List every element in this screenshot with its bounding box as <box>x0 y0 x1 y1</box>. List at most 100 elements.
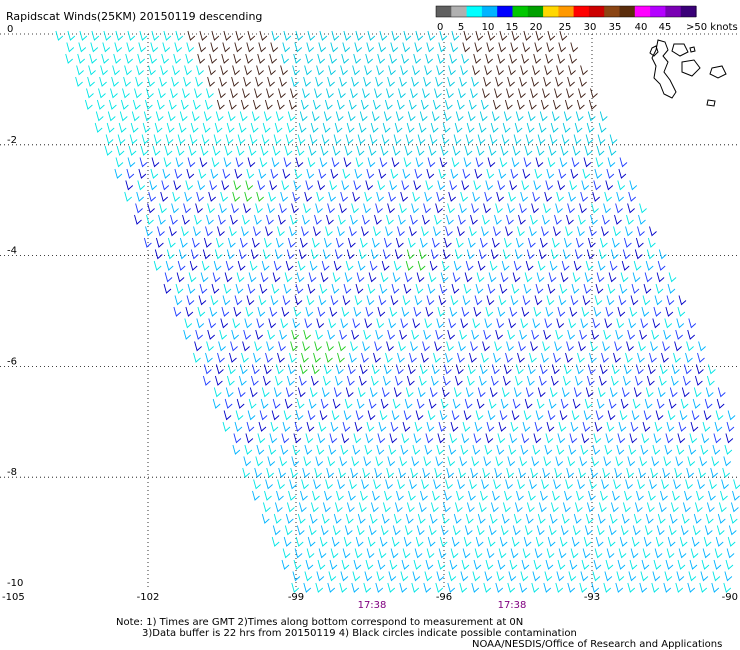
wind-barb <box>690 421 699 432</box>
wind-barb <box>268 318 277 329</box>
wind-barb <box>532 191 540 202</box>
wind-barb <box>277 479 285 490</box>
wind-barb <box>450 168 459 179</box>
wind-barb <box>535 410 544 421</box>
wind-barb <box>449 433 458 444</box>
wind-barb <box>373 479 381 490</box>
wind-barb <box>152 145 161 156</box>
wind-barb <box>402 168 411 179</box>
x-axis-ticks: -105 -102 -99 -96 -93 -90 <box>2 592 738 603</box>
wind-barb <box>557 53 565 64</box>
wind-barb <box>583 536 592 547</box>
wind-barb <box>471 203 479 214</box>
wind-barb <box>532 318 541 329</box>
wind-barb <box>259 157 268 168</box>
wind-barb <box>147 76 155 87</box>
legend-swatch <box>588 6 605 17</box>
wind-barb <box>278 88 286 99</box>
wind-barb <box>516 490 524 501</box>
wind-barb <box>277 352 285 363</box>
wind-barb <box>655 410 664 421</box>
wind-barb <box>141 134 150 145</box>
wind-barb <box>387 582 396 593</box>
wind-barb <box>256 65 264 76</box>
wind-barb <box>652 444 661 455</box>
wind-barb <box>724 444 733 455</box>
wind-barb <box>727 410 736 421</box>
wind-barb <box>317 53 325 64</box>
wind-barb <box>631 536 640 547</box>
wind-barb <box>552 99 561 110</box>
wind-barb <box>636 490 644 501</box>
wind-barb <box>246 421 255 432</box>
map-title: Rapidscat Winds(25KM) 20150119 descendin… <box>6 10 262 23</box>
wind-barb <box>417 134 426 145</box>
wind-barb <box>366 421 375 432</box>
wind-barb <box>55 30 64 41</box>
wind-barb <box>466 122 475 133</box>
wind-barb <box>541 479 549 490</box>
wind-barb <box>274 122 283 133</box>
wind-barb <box>418 502 427 513</box>
wind-barb <box>392 145 401 156</box>
wind-barb <box>582 548 591 559</box>
y-axis-ticks: 0-2-4-6-8-10 <box>7 24 23 589</box>
wind-barb <box>435 76 443 87</box>
wind-barb <box>570 42 579 53</box>
wind-barb <box>627 582 636 593</box>
wind-barb <box>463 283 472 294</box>
wind-barb <box>653 306 662 317</box>
wind-barb <box>165 134 174 145</box>
wind-barb <box>569 53 577 64</box>
wind-barb <box>470 341 478 352</box>
wind-barb <box>274 249 283 260</box>
wind-barb <box>453 513 462 524</box>
wind-barb <box>379 157 388 168</box>
wind-barb <box>305 306 314 317</box>
wind-barb <box>645 513 654 524</box>
wind-barb <box>243 203 251 214</box>
wind-barb <box>553 352 561 363</box>
wind-barb <box>617 306 626 317</box>
wind-barb <box>392 525 401 536</box>
wind-barb <box>341 180 350 191</box>
wind-barb <box>508 65 516 76</box>
wind-barb <box>729 513 738 524</box>
wind-barb <box>449 559 458 570</box>
wind-barb <box>94 122 103 133</box>
wind-barb <box>452 272 461 283</box>
wind-barb <box>569 433 578 444</box>
wind-barb <box>675 582 684 593</box>
wind-barb <box>422 88 430 99</box>
wind-barb <box>535 157 544 168</box>
wind-barb <box>628 191 636 202</box>
wind-barb <box>343 410 352 421</box>
wind-barb <box>308 145 317 156</box>
wind-barb <box>268 65 276 76</box>
wind-barb <box>424 65 432 76</box>
wind-barb <box>207 203 215 214</box>
wind-barb <box>244 191 252 202</box>
wind-barb <box>282 295 291 306</box>
wind-barb <box>487 30 496 41</box>
wind-barb <box>643 536 652 547</box>
wind-barb <box>206 88 214 99</box>
wind-barb <box>446 88 454 99</box>
wind-barb <box>425 180 434 191</box>
wind-barb <box>287 237 296 248</box>
wind-barb <box>286 375 295 386</box>
wind-barb <box>304 571 313 582</box>
wind-barb <box>282 168 291 179</box>
wind-barb <box>642 421 651 432</box>
wind-barb <box>512 398 521 409</box>
wind-barb <box>229 352 237 363</box>
wind-barb <box>496 571 505 582</box>
wind-barb <box>429 513 438 524</box>
legend-swatch <box>436 6 452 17</box>
wind-barb <box>412 571 421 582</box>
wind-barb <box>230 341 238 352</box>
wind-barb <box>291 329 299 340</box>
wind-barb <box>710 467 718 478</box>
wind-barb <box>616 318 625 329</box>
wind-barb <box>170 214 178 225</box>
